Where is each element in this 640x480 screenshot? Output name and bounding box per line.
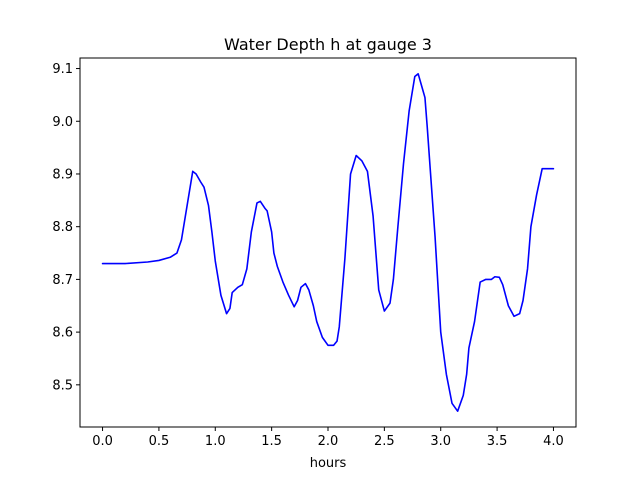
- y-tick-label: 8.9: [52, 167, 73, 182]
- y-tick-label: 8.5: [52, 378, 73, 393]
- y-tick-label: 9.0: [52, 115, 73, 130]
- x-tick-label: 1.0: [205, 434, 226, 449]
- x-tick-label: 4.0: [543, 434, 564, 449]
- x-tick-label: 3.0: [430, 434, 451, 449]
- x-tick-label: 1.5: [261, 434, 282, 449]
- series-line-0: [101, 73, 555, 412]
- x-tick-label: 2.5: [374, 434, 395, 449]
- y-tick-label: 8.6: [52, 326, 73, 341]
- x-axis: 0.0 0.5 1.0 1.5 2.0 2.5 3.0 3.5 4.0: [92, 427, 564, 449]
- x-tick-label: 0.5: [149, 434, 170, 449]
- x-tick-label: 3.5: [487, 434, 508, 449]
- y-axis: 8.5 8.6 8.7 8.8 8.9 9.0 9.1: [52, 62, 80, 393]
- y-tick-label: 8.7: [52, 273, 73, 288]
- chart-title: Water Depth h at gauge 3: [224, 35, 432, 54]
- y-tick-label: 9.1: [52, 62, 73, 77]
- x-tick-label: 2.0: [318, 434, 339, 449]
- x-tick-label: 0.0: [92, 434, 113, 449]
- y-tick-label: 8.8: [52, 220, 73, 235]
- x-axis-label: hours: [310, 456, 347, 471]
- plot-area: [101, 73, 555, 412]
